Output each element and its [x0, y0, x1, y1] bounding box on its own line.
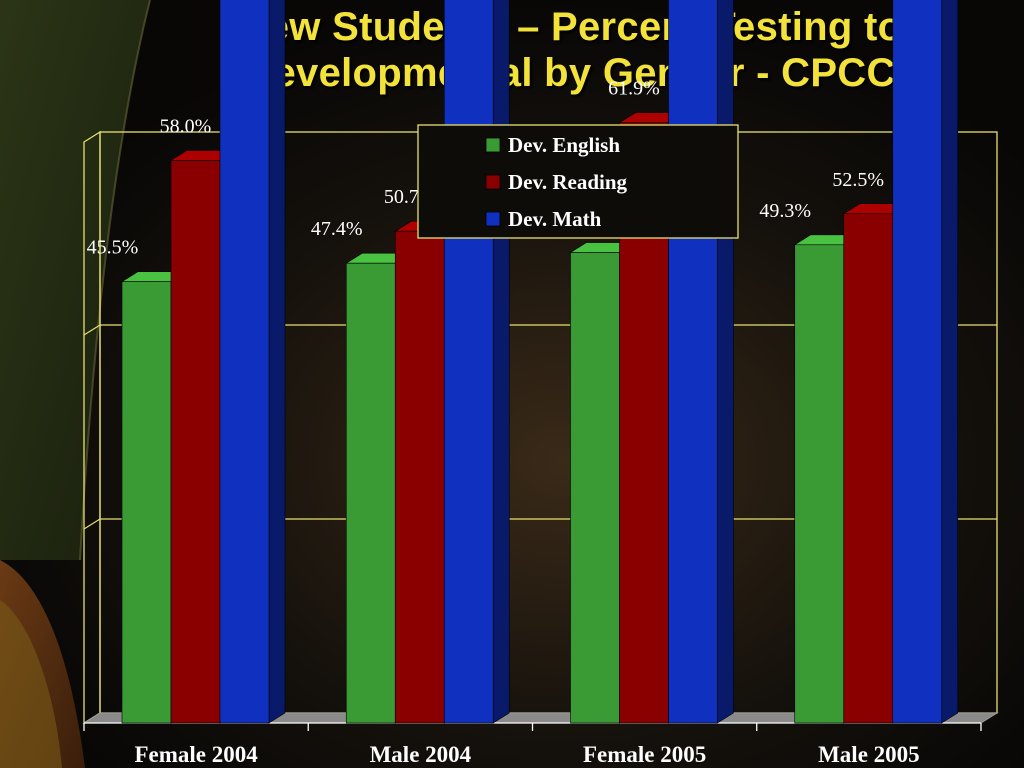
gridline-side: [83, 518, 101, 530]
legend-item: Dev. Math: [485, 207, 602, 231]
chart-bars: [120, 0, 959, 724]
x-tick-label: Female 2005: [583, 742, 706, 767]
data-label: 58.0%: [160, 115, 212, 137]
bar-dev-math-male-2004: [443, 0, 510, 724]
data-label: 49.3%: [759, 200, 811, 222]
bar-dev-math-female-2004: [219, 0, 286, 724]
legend-box: [417, 124, 739, 239]
chart-side-wall: [83, 130, 101, 725]
legend-swatch: [485, 211, 501, 227]
data-label: 52.5%: [832, 169, 884, 191]
title-line-2: Developmental by Gender - CPCC: [244, 51, 896, 95]
legend-item: Dev. English: [485, 133, 620, 157]
data-label: 61.9%: [608, 78, 660, 100]
x-tick-label: Male 2005: [818, 742, 920, 767]
chart-category-labels: Female 2004 Male 2004 Female 2005 Male 2005: [134, 742, 919, 767]
chart-data-labels: 45.5%58.0%90.1%47.4%50.7%89.7%48.5%61.9%…: [87, 78, 884, 259]
x-tick-label: Male 2004: [370, 742, 472, 767]
title-line-1: New Students – Percent Testing to: [237, 5, 903, 49]
legend-label: Dev. Reading: [508, 170, 628, 194]
chart-legend: Dev. English Dev. Reading Dev. Math: [417, 124, 739, 239]
legend-label: Dev. Math: [508, 207, 602, 231]
data-label: 45.5%: [87, 237, 139, 259]
x-tick-label: Female 2004: [134, 742, 258, 767]
bar-dev-math-male-2005: [892, 0, 959, 724]
legend-item: Dev. Reading: [485, 170, 628, 194]
data-label: 47.4%: [311, 218, 363, 240]
slide-title: New Students – Percent Testing to Develo…: [120, 4, 1020, 96]
legend-label: Dev. English: [508, 133, 620, 157]
gridline-side: [83, 324, 101, 336]
legend-swatch: [485, 174, 501, 190]
bar-dev-math-female-2005: [668, 0, 734, 724]
legend-swatch: [485, 137, 501, 153]
